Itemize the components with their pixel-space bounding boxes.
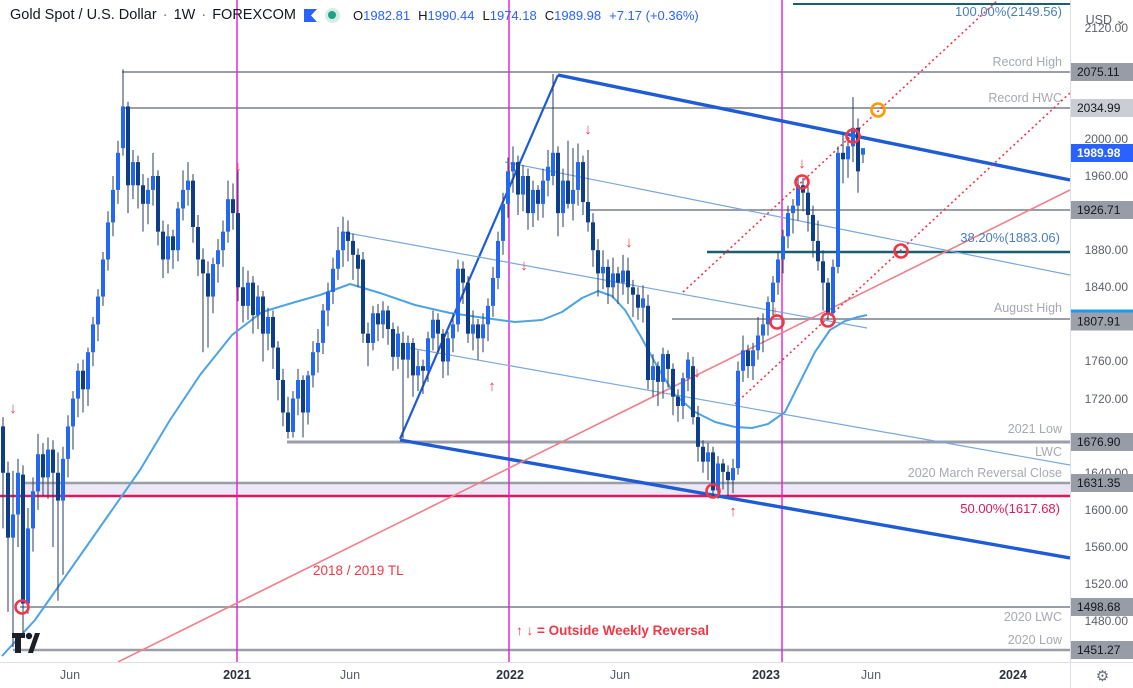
price-label-tag: 1926.71 bbox=[1071, 201, 1133, 219]
lower-descending-channel bbox=[399, 438, 1070, 560]
down-arrow-marker: ↓ bbox=[520, 257, 528, 274]
trendline-2018-2019 bbox=[117, 189, 1070, 662]
price-tick: 1520.00 bbox=[1084, 577, 1128, 591]
circle-marker bbox=[14, 599, 30, 615]
high-value: H1990.44 bbox=[418, 7, 475, 23]
price-tick: 2000.00 bbox=[1084, 132, 1128, 146]
price-label-tag: 1498.68 bbox=[1071, 598, 1133, 616]
price-tick: 1880.00 bbox=[1084, 243, 1128, 257]
lwc-2020-label: 2020 LWC bbox=[1004, 610, 1062, 624]
market-open-icon bbox=[324, 7, 340, 23]
down-arrow-marker: ↓ bbox=[584, 121, 592, 138]
circle-marker bbox=[769, 314, 785, 330]
separator-dot: · bbox=[197, 7, 211, 23]
trend-lines bbox=[117, 73, 1070, 662]
reversal-markers: ↓ ↓ ↓ ↓ ↓ ↓ ↓ ↓ ↑ ↑ bbox=[9, 102, 909, 615]
price-chart-canvas[interactable]: ↓ ↓ ↓ ↓ ↓ ↓ ↓ ↓ ↑ ↑ 2018 / 2019 TL ↑ ↓ = Outside We… bbox=[0, 0, 1070, 662]
circle-marker bbox=[705, 483, 721, 499]
flag-icon[interactable] bbox=[303, 8, 318, 23]
circle-marker bbox=[794, 174, 810, 190]
lwc-label: LWC bbox=[1035, 445, 1062, 459]
time-tick-month: Jun bbox=[339, 668, 361, 682]
down-arrow-marker: ↓ bbox=[625, 234, 633, 251]
chart-header: Gold Spot / U.S. Dollar · 1W · FOREXCOM … bbox=[10, 7, 699, 23]
august-high-label: August High bbox=[994, 301, 1062, 315]
tradingview-logo[interactable] bbox=[11, 631, 43, 655]
separator-dot: · bbox=[158, 7, 172, 23]
price-label-tag: 1807.91 bbox=[1071, 309, 1133, 331]
low-value: L1974.18 bbox=[482, 7, 537, 23]
price-axis[interactable]: USD ⌄ 2120.00 2000.00 1960.00 1880.00 1840.0… bbox=[1070, 0, 1133, 662]
low-2020-label: 2020 Low bbox=[1008, 633, 1063, 647]
fib-382-label: 38.20%(1883.06) bbox=[960, 230, 1060, 245]
fib-50-label: 50.00%(1617.68) bbox=[960, 501, 1060, 516]
price-label-tag: 2034.99 bbox=[1071, 99, 1133, 117]
time-tick-year: 2022 bbox=[496, 668, 524, 682]
horizontal-levels bbox=[0, 3, 1070, 652]
circle-marker bbox=[893, 243, 909, 259]
time-tick-year: 2023 bbox=[752, 668, 780, 682]
reversal-legend: ↑ ↓ = Outside Weekly Reversal bbox=[516, 623, 709, 638]
price-tick: 1760.00 bbox=[1084, 354, 1128, 368]
time-tick-month: Jun bbox=[860, 668, 882, 682]
price-label-tag: 2075.11 bbox=[1071, 63, 1133, 81]
price-tick: 1600.00 bbox=[1084, 503, 1128, 517]
interval-label[interactable]: 1W bbox=[173, 7, 196, 23]
down-arrow-marker: ↓ bbox=[234, 158, 242, 175]
time-tick-month: Jun bbox=[59, 668, 81, 682]
symbol-name[interactable]: Gold Spot / U.S. Dollar bbox=[10, 7, 157, 23]
down-arrow-marker: ↓ bbox=[798, 155, 806, 172]
circle-marker bbox=[845, 128, 861, 144]
down-arrow-marker: ↓ bbox=[771, 303, 779, 320]
record-high-label: Record High bbox=[993, 55, 1063, 69]
fib-highlight-band bbox=[22, 483, 1070, 496]
price-tick: 1840.00 bbox=[1084, 280, 1128, 294]
dotted-projection-channel bbox=[682, 0, 1070, 405]
trendline-label: 2018 / 2019 TL bbox=[313, 563, 404, 578]
upper-descending-channel bbox=[557, 73, 1070, 182]
up-arrow-marker: ↑ bbox=[488, 378, 496, 395]
close-value: C1989.98 bbox=[544, 7, 602, 23]
time-tick-year: 2021 bbox=[223, 668, 251, 682]
down-arrow-marker: ↓ bbox=[693, 364, 701, 381]
chart-annotations: 2018 / 2019 TL ↑ ↓ = Outside Weekly Rever… bbox=[313, 4, 1063, 647]
circle-marker bbox=[820, 312, 836, 328]
exchange-label[interactable]: FOREXCOM bbox=[212, 7, 296, 23]
price-label-tag: 1676.90 bbox=[1071, 433, 1133, 451]
symbol-title[interactable]: Gold Spot / U.S. Dollar · 1W · FOREXCOM bbox=[10, 7, 296, 23]
time-axis[interactable]: Jun 2021 Jun 2022 Jun 2023 Jun 2024 bbox=[0, 662, 1070, 688]
price-tick: 1720.00 bbox=[1084, 392, 1128, 406]
price-tick: 1960.00 bbox=[1084, 169, 1128, 183]
reversal-close-2020-label: 2020 March Reversal Close bbox=[908, 466, 1062, 480]
price-label-tag: 1451.27 bbox=[1071, 641, 1133, 659]
down-arrow-marker: ↓ bbox=[9, 400, 17, 417]
candles-layer bbox=[1, 69, 865, 648]
circle-marker bbox=[870, 102, 886, 118]
open-value: O1982.81 bbox=[352, 7, 411, 23]
low-2021-label: 2021 Low bbox=[1008, 422, 1063, 436]
ohlc-readout: O1982.81 H1990.44 L1974.18 C1989.98 +7.1… bbox=[353, 8, 699, 23]
time-tick-month: Jun bbox=[609, 668, 631, 682]
up-arrow-marker: ↑ bbox=[729, 503, 737, 520]
price-tick: 1480.00 bbox=[1084, 614, 1128, 628]
price-tick: 2120.00 bbox=[1084, 21, 1128, 35]
price-tick: 1560.00 bbox=[1084, 540, 1128, 554]
moving-average-line bbox=[1, 283, 868, 657]
record-hwc-label: Record HWC bbox=[988, 91, 1062, 105]
price-label-tag: 1989.98 bbox=[1071, 144, 1133, 162]
settings-gear-button[interactable]: ⚙ bbox=[1070, 662, 1133, 688]
currency-selector[interactable]: USD ⌄ bbox=[1085, 13, 1126, 27]
change-value: +7.17 (+0.36%) bbox=[609, 7, 699, 23]
time-tick-year: 2024 bbox=[999, 668, 1027, 682]
fib-100-label: 100.00%(2149.56) bbox=[955, 4, 1062, 19]
minor-descending-line-2 bbox=[341, 231, 868, 329]
price-label-tag: 1631.35 bbox=[1071, 474, 1133, 492]
